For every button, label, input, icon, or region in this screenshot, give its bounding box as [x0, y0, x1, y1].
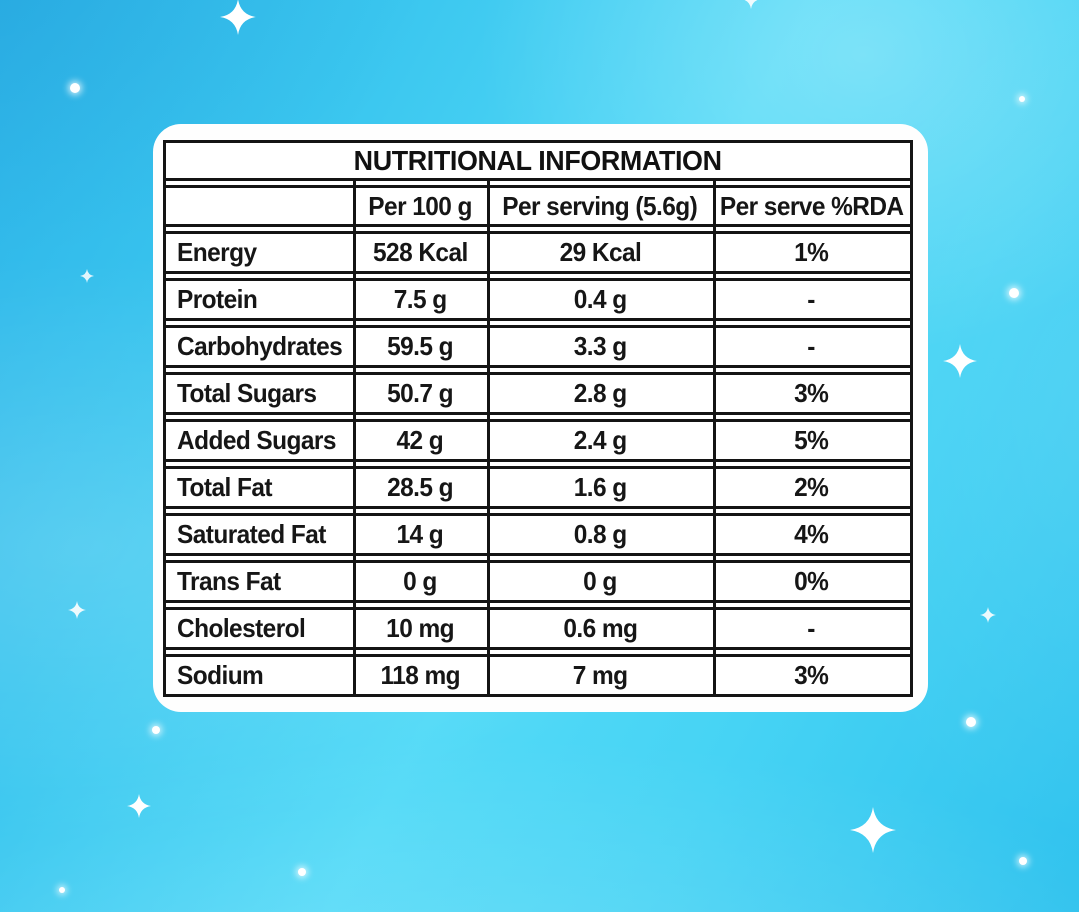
per-serving-value: 2.8 g	[573, 378, 627, 408]
glow-dot-icon	[1019, 857, 1027, 865]
column-divider	[353, 181, 356, 694]
glow-dot-icon	[966, 717, 976, 727]
rda-value: 1%	[794, 237, 829, 267]
glow-dot-icon	[152, 726, 160, 734]
per-100g-value: 42 g	[396, 425, 444, 455]
table-row-added-sugars: Added Sugars 42 g 2.4 g 5%	[166, 419, 910, 462]
sparkle-icon	[127, 794, 151, 818]
column-divider	[713, 181, 716, 694]
per-100g-value: 10 mg	[386, 613, 454, 643]
rda-value: 2%	[794, 472, 829, 502]
sparkle-icon	[80, 269, 94, 283]
per-100g-value: 118 mg	[380, 660, 460, 690]
table-row-total-fat: Total Fat 28.5 g 1.6 g 2%	[166, 466, 910, 509]
per-100g-value: 0 g	[403, 566, 437, 596]
per-serving-value: 0.6 mg	[562, 613, 638, 643]
column-header-per-serve-rda: Per serve %RDA	[719, 190, 904, 221]
table-row-protein: Protein 7.5 g 0.4 g -	[166, 278, 910, 321]
rda-value: -	[807, 284, 816, 314]
per-serving-value: 1.6 g	[573, 472, 627, 502]
per-100g-value: 59.5 g	[387, 331, 453, 361]
per-100g-value: 50.7 g	[387, 378, 453, 408]
per-100g-value: 528 Kcal	[372, 237, 468, 267]
column-divider	[487, 181, 490, 694]
sparkle-icon	[220, 0, 256, 35]
rda-value: 5%	[794, 425, 829, 455]
per-serving-value: 3.3 g	[573, 331, 627, 361]
nutrient-label: Protein	[177, 284, 258, 314]
nutrient-label: Sodium	[177, 660, 264, 690]
rda-value: 3%	[794, 660, 829, 690]
per-serving-value: 0.8 g	[573, 519, 627, 549]
table-row-sodium: Sodium 118 mg 7 mg 3%	[166, 654, 910, 697]
nutrient-label: Added Sugars	[177, 425, 336, 455]
column-header-per-100g: Per 100 g	[368, 190, 472, 221]
per-serving-value: 0 g	[583, 566, 617, 596]
nutrient-label: Cholesterol	[177, 613, 306, 643]
glow-dot-icon	[70, 83, 80, 93]
nutrient-label: Trans Fat	[177, 566, 281, 596]
glow-dot-icon	[298, 868, 306, 876]
per-serving-value: 29 Kcal	[559, 237, 641, 267]
per-100g-value: 28.5 g	[387, 472, 453, 502]
rda-value: -	[807, 331, 816, 361]
nutrient-label: Energy	[177, 237, 257, 267]
nutrient-label: Carbohydrates	[177, 331, 343, 361]
sparkle-icon	[980, 607, 996, 623]
per-100g-value: 14 g	[396, 519, 444, 549]
nutrition-table: NUTRITIONAL INFORMATION Per 100 g Per se…	[163, 140, 913, 697]
sparkle-icon	[68, 601, 86, 619]
rda-value: -	[807, 613, 816, 643]
glow-dot-icon	[1019, 96, 1025, 102]
sparkle-icon	[850, 807, 896, 853]
rda-value: 3%	[794, 378, 829, 408]
sparkle-icon	[943, 344, 977, 378]
nutrient-label: Total Fat	[177, 472, 273, 502]
column-header-per-serving: Per serving (5.6g)	[502, 190, 699, 221]
nutrient-label: Saturated Fat	[177, 519, 326, 549]
table-title-row: NUTRITIONAL INFORMATION	[166, 143, 910, 181]
table-row-cholesterol: Cholesterol 10 mg 0.6 mg -	[166, 607, 910, 650]
table-title: NUTRITIONAL INFORMATION	[354, 144, 722, 176]
table-row-carbohydrates: Carbohydrates 59.5 g 3.3 g -	[166, 325, 910, 368]
nutrition-card: NUTRITIONAL INFORMATION Per 100 g Per se…	[153, 124, 928, 712]
glow-dot-icon	[59, 887, 65, 893]
per-serving-value: 0.4 g	[573, 284, 627, 314]
per-100g-value: 7.5 g	[393, 284, 447, 314]
nutrient-label: Total Sugars	[177, 378, 317, 408]
table-row-total-sugars: Total Sugars 50.7 g 2.8 g 3%	[166, 372, 910, 415]
glow-dot-icon	[1009, 288, 1019, 298]
table-row-trans-fat: Trans Fat 0 g 0 g 0%	[166, 560, 910, 603]
table-header-row: Per 100 g Per serving (5.6g) Per serve %…	[166, 185, 910, 227]
table-row-energy: Energy 528 Kcal 29 Kcal 1%	[166, 231, 910, 274]
per-serving-value: 7 mg	[572, 660, 628, 690]
rda-value: 0%	[794, 566, 829, 596]
per-serving-value: 2.4 g	[573, 425, 627, 455]
rda-value: 4%	[794, 519, 829, 549]
table-row-saturated-fat: Saturated Fat 14 g 0.8 g 4%	[166, 513, 910, 556]
sparkle-icon	[744, 0, 758, 9]
